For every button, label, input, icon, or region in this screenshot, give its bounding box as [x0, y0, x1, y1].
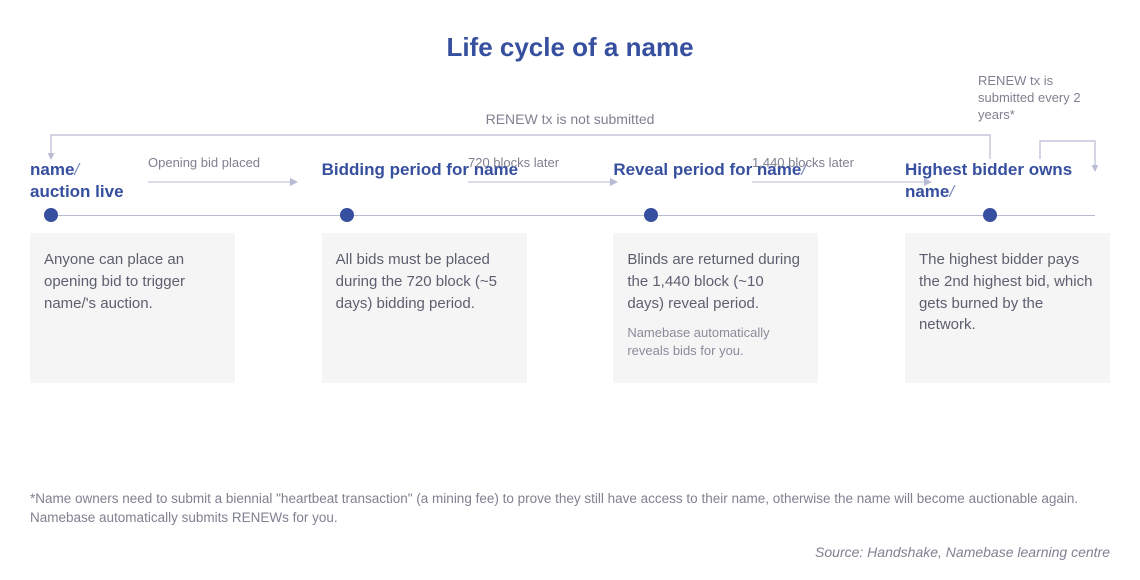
- edge-1-arrow: [148, 177, 298, 178]
- descriptions-row: Anyone can place an opening bid to trigg…: [30, 233, 1110, 383]
- source-attribution: Source: Handshake, Namebase learning cen…: [815, 544, 1110, 560]
- dot-2: [340, 208, 354, 222]
- stage-1-desc-text: Anyone can place an opening bid to trigg…: [44, 249, 221, 314]
- stage-4-desc-text: The highest bidder pays the 2nd highest …: [919, 249, 1096, 336]
- edge-2-label: 720 blocks later: [468, 155, 559, 170]
- dot-1: [44, 208, 58, 222]
- timeline-line: [44, 215, 1095, 216]
- stages-row: name/auction live Bidding period for nam…: [30, 159, 1110, 203]
- edge-3-arrow: [752, 177, 932, 178]
- diagram-title: Life cycle of a name: [30, 32, 1110, 63]
- stage-1-title-post: auction live: [30, 182, 124, 201]
- edge-2-arrow: [468, 177, 618, 178]
- stage-3-desc-sub: Namebase automatically reveals bids for …: [627, 324, 804, 359]
- slash-icon: /: [74, 160, 79, 179]
- stage-1-desc: Anyone can place an opening bid to trigg…: [30, 233, 235, 383]
- stage-1-title-pre: name: [30, 160, 74, 179]
- stage-3-desc-text: Blinds are returned during the 1,440 blo…: [627, 249, 804, 314]
- stage-4-desc: The highest bidder pays the 2nd highest …: [905, 233, 1110, 383]
- edge-1-label: Opening bid placed: [148, 155, 260, 170]
- dot-3: [644, 208, 658, 222]
- edge-3-label: 1,440 blocks later: [752, 155, 854, 170]
- stage-3-desc: Blinds are returned during the 1,440 blo…: [613, 233, 818, 383]
- feedback-side-label: RENEW tx is submitted every 2 years*: [978, 73, 1108, 124]
- stage-2-desc-text: All bids must be placed during the 720 b…: [336, 249, 513, 314]
- dot-4: [983, 208, 997, 222]
- feedback-top-label: RENEW tx is not submitted: [486, 111, 655, 127]
- stage-2-desc: All bids must be placed during the 720 b…: [322, 233, 527, 383]
- stage-4: Highest bidder owns name/: [905, 159, 1110, 203]
- footnote: *Name owners need to submit a biennial "…: [30, 489, 1110, 528]
- diagram-area: RENEW tx is not submitted RENEW tx is su…: [30, 73, 1110, 433]
- stage-4-title: Highest bidder owns name/: [905, 159, 1110, 203]
- slash-icon: /: [949, 182, 954, 201]
